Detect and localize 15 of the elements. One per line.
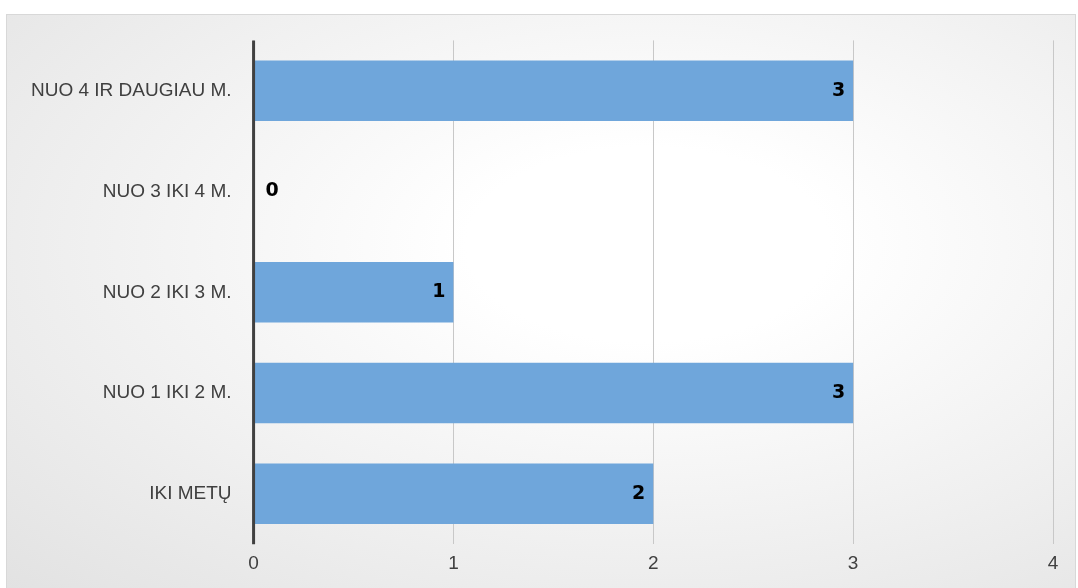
x-tick-label: 3 (847, 551, 859, 573)
y-tick-label: NUO 1 IKI 2 M. (102, 381, 232, 403)
data-label: 0 (265, 178, 279, 201)
y-tick-label: IKI METŲ (149, 482, 232, 504)
data-label: 2 (632, 480, 646, 503)
data-label: 3 (831, 380, 846, 402)
y-tick-label: NUO 4 IR DAUGIAU M. (31, 79, 232, 101)
data-label: 3 (831, 77, 846, 100)
data-label: 1 (432, 279, 446, 302)
x-tick-label: 2 (648, 551, 659, 573)
x-tick-label: 1 (448, 551, 459, 573)
y-tick-label: NUO 2 IKI 3 M. (102, 280, 232, 302)
y-tick-label: NUO 3 IKI 4 M. (102, 179, 232, 201)
x-tick-label: 4 (1047, 551, 1059, 573)
x-tick-label: 0 (248, 551, 259, 573)
